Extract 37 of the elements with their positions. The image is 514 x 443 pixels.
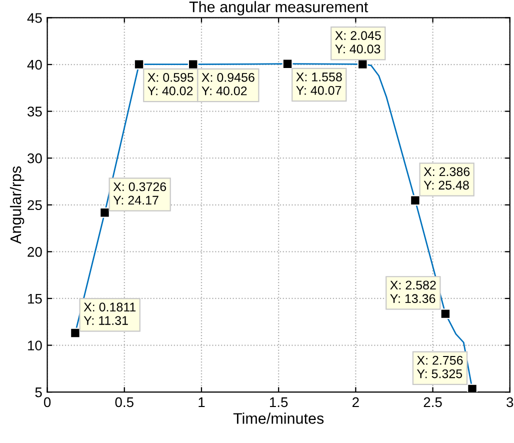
annotation: X: 0.3726 Y: 24.17 [113, 182, 166, 205]
annotation: X: 2.045 Y: 40.03 [335, 31, 381, 54]
point [134, 59, 144, 70]
y-tick-label: 25 [28, 200, 42, 210]
x-tick-label: 2.5 [424, 397, 442, 408]
point [100, 207, 110, 218]
y-tick-label: 45 [27, 13, 42, 23]
x-tick-label: 0 [44, 397, 51, 408]
y-axis-title: Angular/rps [10, 166, 24, 244]
point [70, 328, 80, 338]
x-tick-label: 1.5 [270, 397, 288, 408]
y-tick-label: 30 [28, 153, 42, 164]
y-tick-label: 35 [28, 106, 42, 116]
annotation: X: 0.1811 Y: 11.31 [84, 302, 136, 325]
annotation: X: 1.558 Y: 40.07 [296, 72, 342, 95]
x-axis-title: Time/minutes [233, 412, 324, 424]
y-tick-label: 40 [27, 60, 42, 70]
point [357, 59, 368, 70]
annotation: X: 2.756 Y: 5.325 [416, 356, 463, 378]
y-tick-label: 20 [28, 247, 42, 257]
point [440, 308, 451, 320]
x-tick-label: 3 [506, 397, 514, 408]
point [188, 59, 198, 70]
x-tick-label: 0.5 [115, 397, 134, 408]
annotation: X: 2.582 Y: 13.36 [390, 280, 436, 304]
x-tick-label: 1 [198, 397, 205, 407]
y-tick-label: 10 [28, 340, 42, 350]
chart-title: The angular measurement [189, 1, 368, 16]
x-tick-label: 2 [352, 397, 359, 407]
annotation: X: 0.9456 Y: 40.02 [202, 72, 254, 96]
point [410, 195, 420, 206]
annotation: X: 2.386 Y: 25.48 [424, 167, 470, 190]
point [467, 384, 478, 392]
y-tick-label: 5 [35, 388, 42, 398]
point [282, 58, 293, 70]
annotation: X: 0.595 Y: 40.02 [148, 72, 194, 96]
y-tick-label: 15 [28, 294, 42, 304]
